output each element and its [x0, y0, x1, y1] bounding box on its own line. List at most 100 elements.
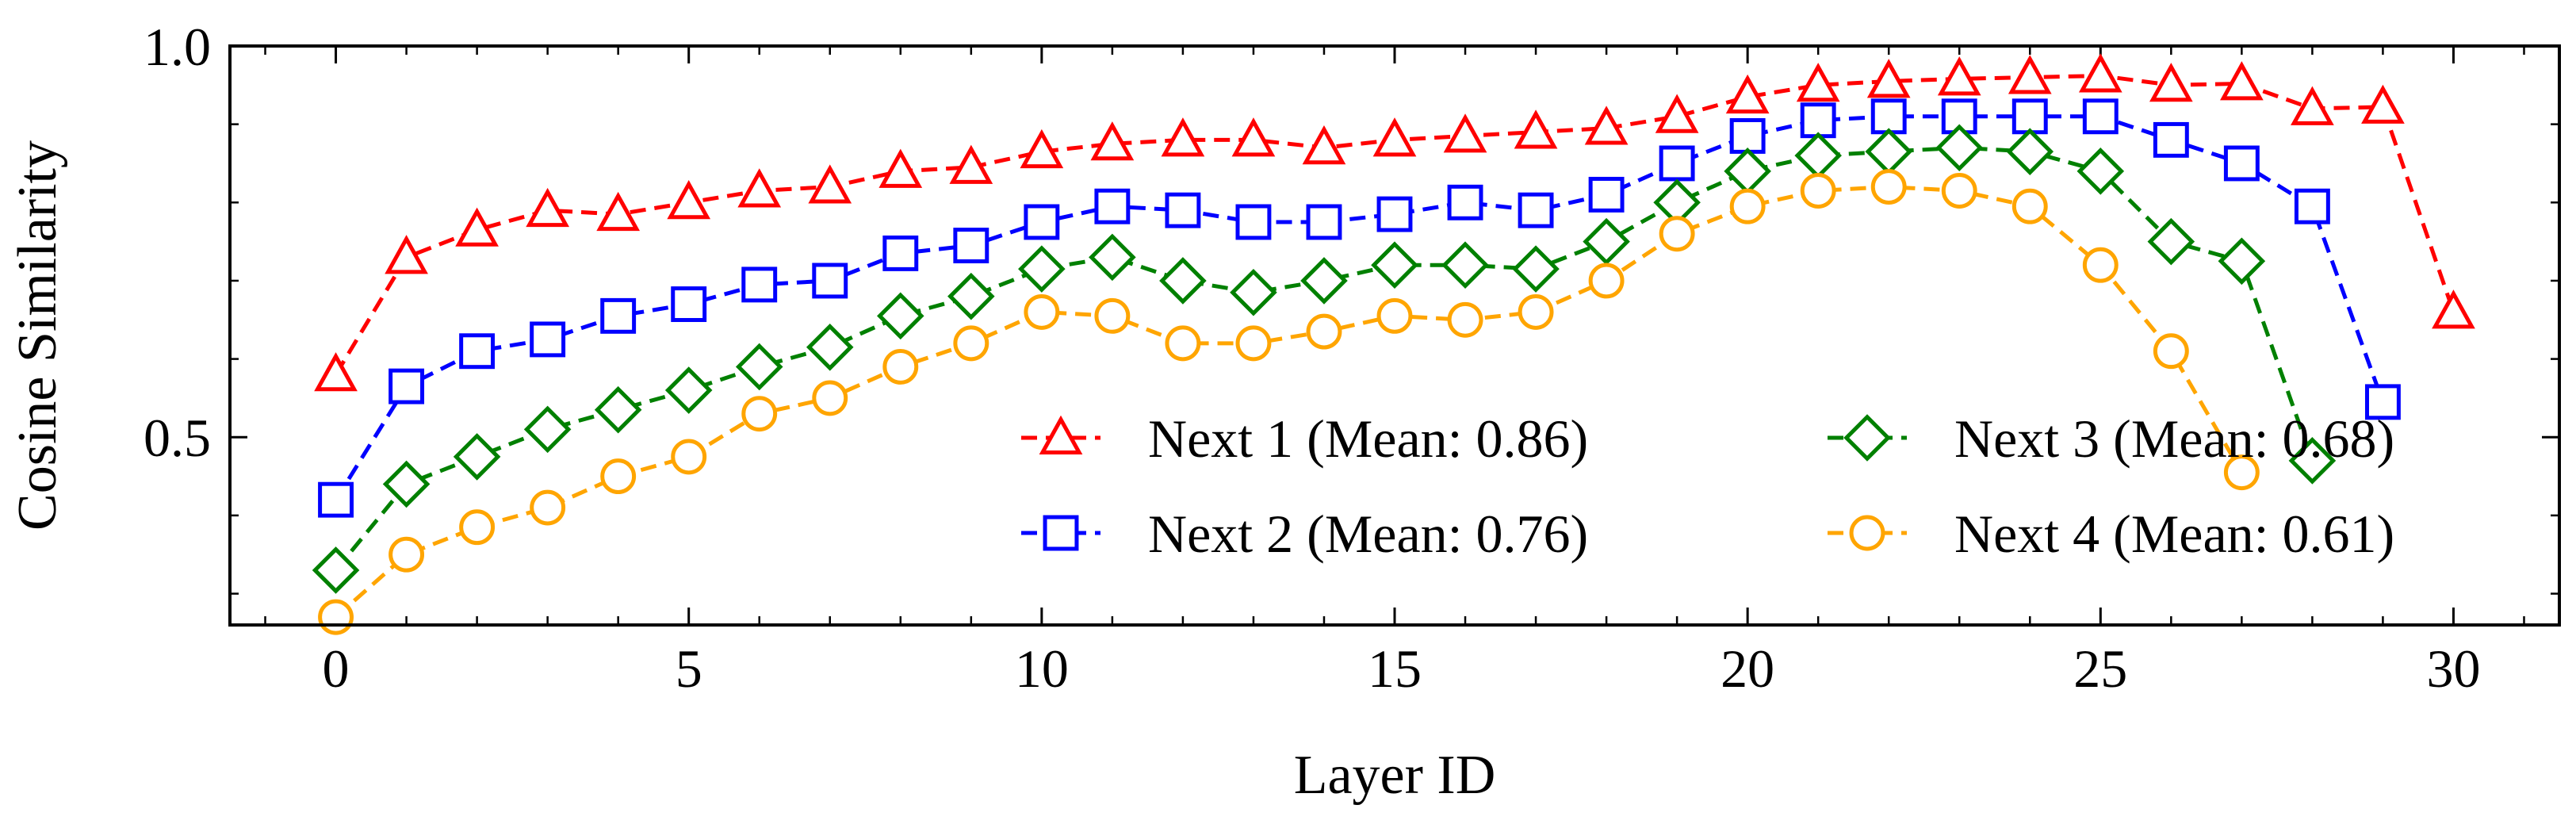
series-1-point [1937, 56, 1981, 96]
series-2-point [1729, 117, 1766, 154]
series-3-point [453, 433, 501, 481]
series-4-point [1800, 173, 1836, 209]
series-1-point [2078, 53, 2122, 93]
x-tick-label: 30 [2426, 638, 2480, 699]
series-1-point [1161, 117, 1205, 157]
series-3-point [947, 272, 995, 320]
series-3-point [312, 546, 360, 594]
series-3-point [1371, 241, 1418, 289]
series-1-point [1372, 117, 1417, 157]
legend-marker [1039, 415, 1083, 454]
series-1-point [1514, 109, 1558, 149]
series-1-point [949, 144, 993, 184]
series-4-line [334, 185, 2244, 619]
series-4-point [1870, 169, 1907, 205]
series-1-point [667, 180, 711, 220]
legend-entry-3: Next 3 (Mean: 0.68) [1828, 408, 2394, 469]
series-3-point [1512, 245, 1560, 293]
series-1-point [385, 235, 428, 274]
x-tick-label: 20 [1721, 638, 1774, 699]
series-4-point [1659, 216, 1695, 252]
series-1-point [1302, 125, 1346, 165]
series-3-point [1935, 124, 1984, 172]
legend: Next 1 (Mean: 0.86) Next 2 (Mean: 0.76) Ne… [1021, 408, 2394, 564]
series-1-point [2149, 63, 2193, 102]
series-4-point [1165, 325, 1201, 362]
series-2-point [2223, 145, 2260, 182]
series-4-point [2082, 247, 2119, 283]
series-2-point [1447, 184, 1483, 220]
series-2-point [812, 263, 848, 299]
series-2-point [1306, 204, 1342, 240]
series-3-point [1583, 217, 1630, 266]
series-4-point [1729, 188, 1766, 224]
series-2-point [1800, 102, 1836, 139]
series-4 [318, 169, 2260, 635]
series-4-point [1376, 297, 1413, 334]
series-4-point [1024, 293, 1060, 330]
legend-entry-2: Next 2 (Mean: 0.76) [1021, 504, 1588, 564]
series-2-point [1588, 176, 1625, 213]
y-tick-label: 1.0 [144, 17, 211, 77]
series-2-point [1376, 196, 1413, 232]
series-2-point [2294, 188, 2330, 224]
x-tick-label: 10 [1015, 638, 1069, 699]
series-1-point [1584, 105, 1629, 145]
legend-label: Next 3 (Mean: 0.68) [1954, 408, 2394, 469]
series-3-point [735, 343, 783, 391]
series-1-point [1866, 59, 1911, 98]
series-4-point [530, 489, 566, 526]
legend-marker [1849, 515, 1885, 551]
legend-marker [1043, 515, 1079, 551]
legend-label: Next 2 (Mean: 0.76) [1148, 504, 1588, 564]
series-1-point [808, 164, 852, 204]
series-1-point [1796, 63, 1840, 102]
series-3-point [594, 385, 642, 434]
series-4-point [2223, 454, 2260, 491]
series-2-point [671, 286, 707, 322]
series-3-point [2076, 148, 2125, 195]
series-1-point [1655, 94, 1699, 133]
series-4-point [671, 439, 707, 475]
series-4-point [1235, 325, 1272, 362]
series-4-point [459, 509, 496, 546]
series-2-point [1024, 204, 1060, 240]
legend-entry-1: Next 1 (Mean: 0.86) [1021, 408, 1588, 469]
series-2-point [1094, 188, 1131, 224]
series-1-point [737, 168, 782, 208]
series-4-point [741, 396, 778, 432]
series-1-point [2220, 61, 2264, 101]
plot-frame [228, 44, 2561, 627]
tick-labels: 0 5 10 15 20 25 30 0.5 1.0 [144, 17, 2480, 699]
series-3-point [2288, 437, 2337, 485]
series-4-point [953, 325, 989, 362]
series-1-point [314, 352, 358, 392]
series-1-point [596, 191, 641, 232]
series-1-point [1231, 117, 1276, 157]
legend-marker [1843, 414, 1891, 462]
series-2-point [1659, 145, 1695, 182]
series-2-point [459, 333, 496, 370]
series-2-point [1870, 98, 1907, 135]
series-2-point [318, 481, 354, 518]
series-2-point [600, 297, 637, 334]
series-1-point [2008, 55, 2052, 94]
series-2 [318, 98, 2401, 518]
series-2-point [953, 228, 989, 264]
series-2-point [2011, 98, 2048, 135]
series-layer [312, 53, 2475, 635]
series-3-point [2147, 217, 2195, 266]
series-4-point [1306, 313, 1342, 350]
legend-label: Next 4 (Mean: 0.61) [1954, 504, 2394, 564]
series-4-point [318, 599, 354, 635]
series-1-point [2432, 289, 2475, 329]
series-3-point [1089, 233, 1136, 282]
series-4-point [882, 349, 919, 385]
series-2-point [882, 235, 919, 271]
x-tick-label: 0 [323, 638, 350, 699]
series-3-point [1441, 241, 1489, 289]
series-1-point [455, 207, 499, 247]
series-3-point [877, 292, 924, 340]
series-2-point [2153, 121, 2189, 158]
